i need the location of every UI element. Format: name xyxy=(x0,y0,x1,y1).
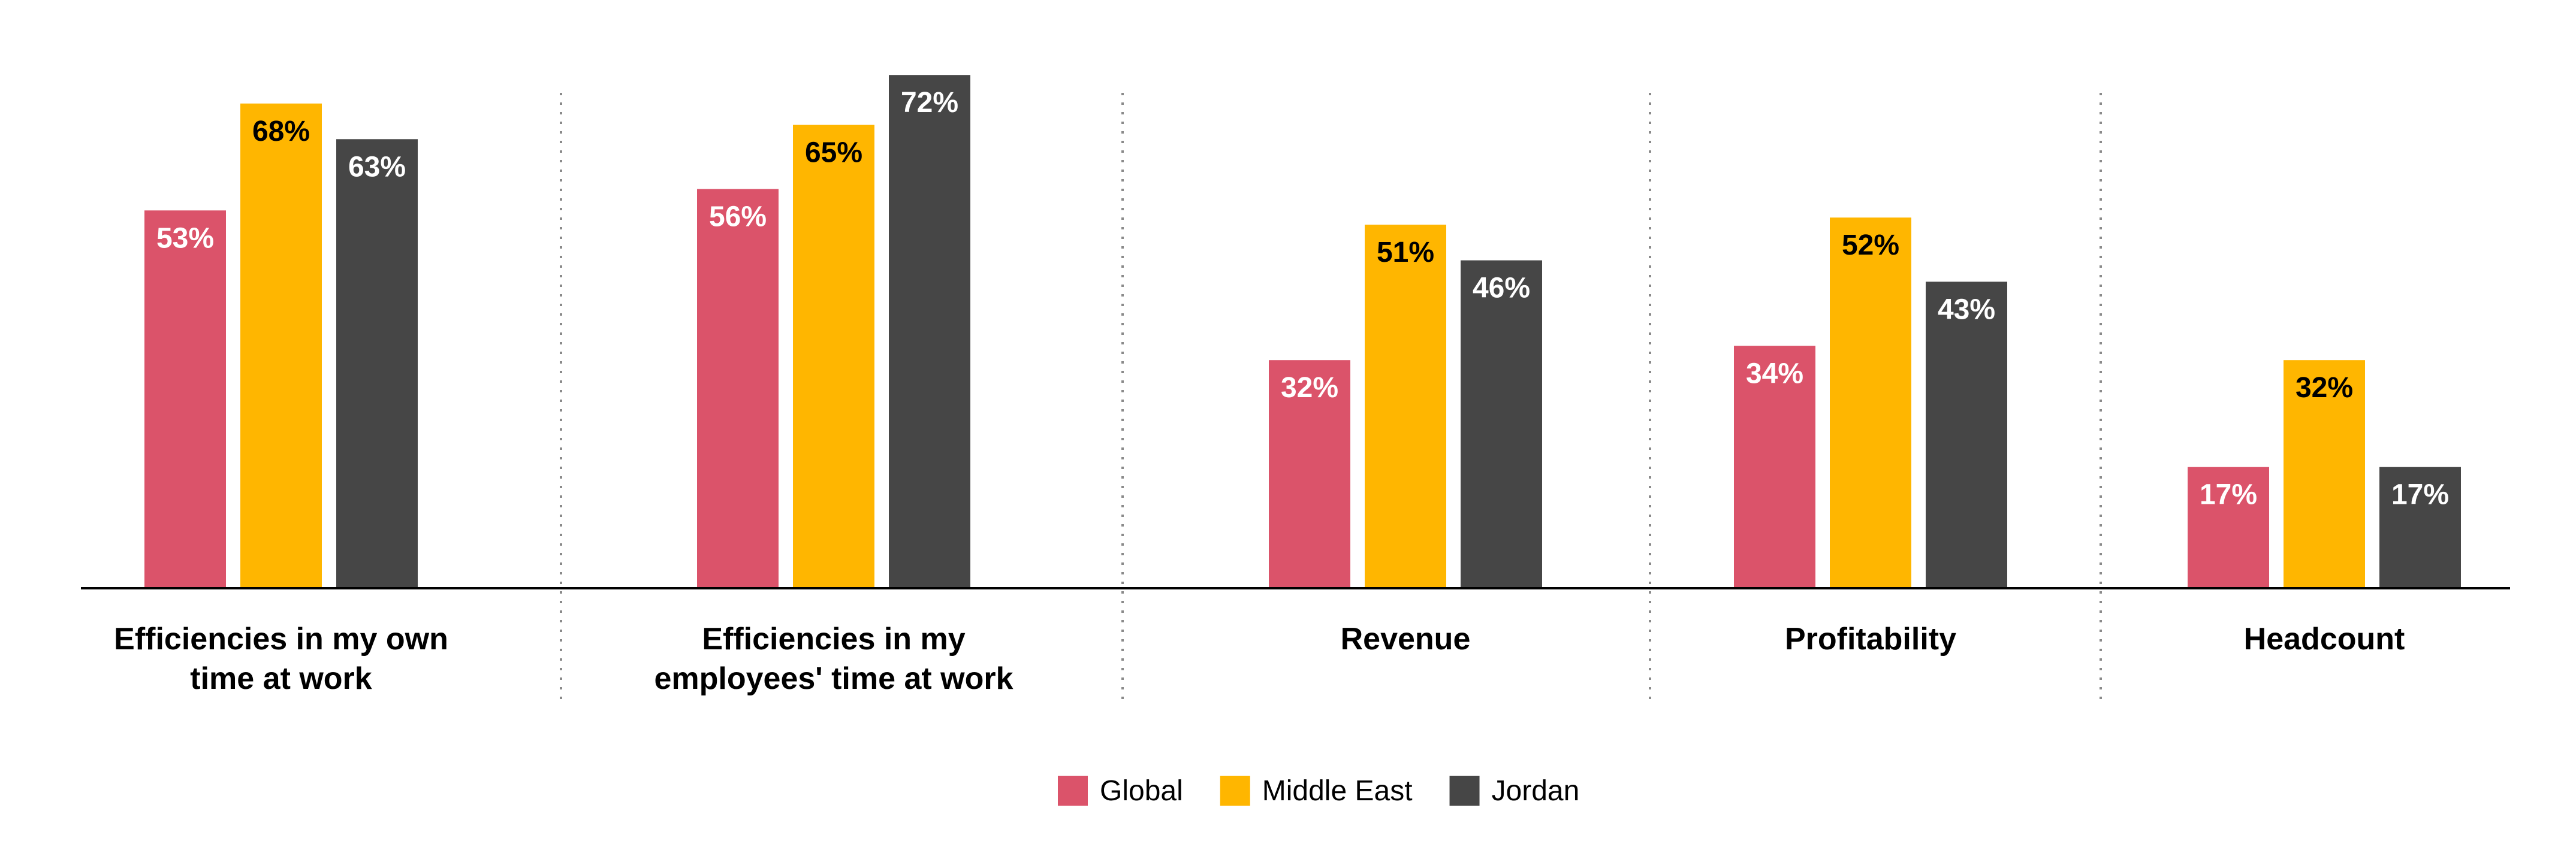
bar-global xyxy=(144,210,226,588)
data-label: 32% xyxy=(1281,372,1338,404)
category-label: Revenue xyxy=(1341,622,1471,657)
bar-global xyxy=(1269,360,1350,588)
legend-swatch xyxy=(1220,776,1250,806)
data-label: 56% xyxy=(709,201,767,233)
bar-jordan xyxy=(1461,260,1542,589)
bar-global xyxy=(697,189,779,589)
data-label: 46% xyxy=(1473,273,1530,304)
data-label: 68% xyxy=(252,116,310,147)
bar-jordan xyxy=(1926,282,2007,588)
bar-middle-east xyxy=(793,125,874,588)
data-label: 63% xyxy=(348,151,406,183)
data-label: 65% xyxy=(805,137,862,169)
data-label: 72% xyxy=(901,87,958,119)
legend-label: Jordan xyxy=(1492,775,1580,807)
legend-swatch xyxy=(1449,776,1480,806)
data-label: 43% xyxy=(1938,294,1995,325)
data-label: 52% xyxy=(1842,229,1899,261)
category-label: Profitability xyxy=(1785,622,1956,657)
legend-label: Middle East xyxy=(1262,775,1413,807)
bar-middle-east xyxy=(1830,217,1911,588)
data-label: 17% xyxy=(2391,479,2449,511)
category-label: Efficiencies in my own xyxy=(114,622,448,657)
data-label: 34% xyxy=(1746,358,1803,389)
category-label: Headcount xyxy=(2244,622,2405,657)
legend-swatch xyxy=(1058,776,1088,806)
data-label: 17% xyxy=(2200,479,2257,511)
bar-jordan xyxy=(336,139,418,589)
bar-jordan xyxy=(889,75,970,588)
bar-jordan xyxy=(2379,467,2461,588)
category-label: time at work xyxy=(190,661,372,696)
bar-global xyxy=(1734,346,1815,588)
data-label: 32% xyxy=(2296,372,2353,404)
category-label: Efficiencies in my xyxy=(702,622,965,657)
bar-middle-east xyxy=(240,103,322,589)
legend-label: Global xyxy=(1100,775,1183,807)
bar-global xyxy=(2188,467,2269,588)
data-label: 51% xyxy=(1377,237,1434,268)
bar-middle-east xyxy=(1365,225,1446,589)
data-label: 53% xyxy=(156,222,214,254)
bar-middle-east xyxy=(2284,360,2365,588)
category-label: employees' time at work xyxy=(654,661,1013,696)
